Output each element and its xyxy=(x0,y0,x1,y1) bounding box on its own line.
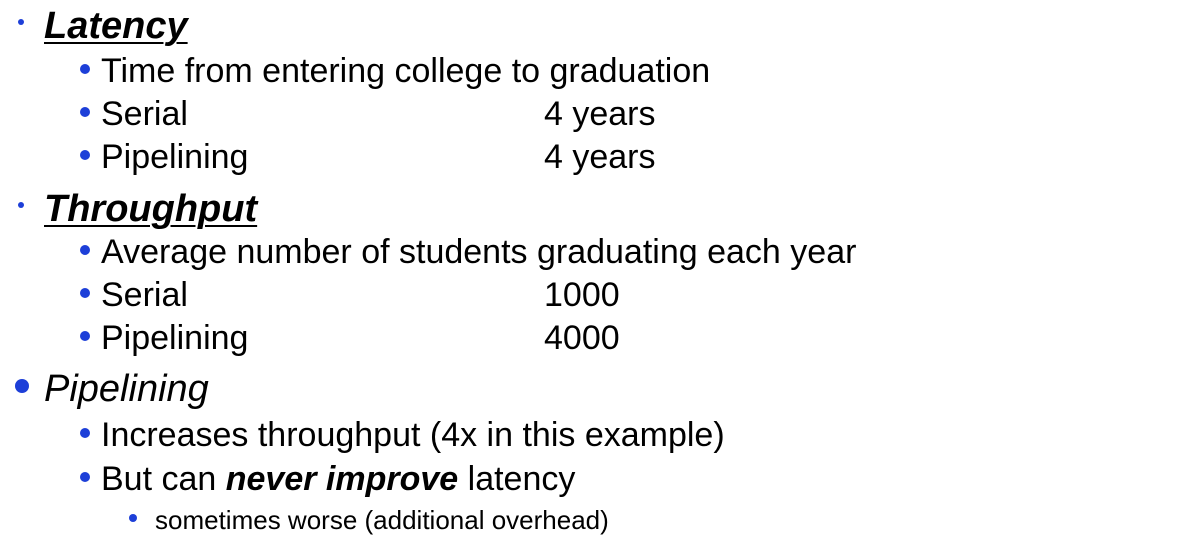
item-bullet xyxy=(80,64,90,74)
throughput-serial-label: Serial xyxy=(101,276,188,314)
heading-latency: Latency xyxy=(44,5,188,47)
pipelining-latency-suffix: latency xyxy=(458,460,576,498)
heading-bullet-latency xyxy=(18,19,24,25)
throughput-serial-value: 1000 xyxy=(544,276,620,314)
item-bullet xyxy=(80,107,90,117)
heading-bullet-pipelining xyxy=(15,379,29,393)
item-bullet xyxy=(80,472,90,482)
throughput-pipelining-label: Pipelining xyxy=(101,319,249,357)
item-bullet xyxy=(80,288,90,298)
latency-serial-value: 4 years xyxy=(544,95,656,133)
throughput-pipelining-value: 4000 xyxy=(544,319,620,357)
latency-definition: Time from entering college to graduation xyxy=(101,52,711,90)
pipelining-latency-emphasis: never improve xyxy=(225,460,459,498)
pipelining-latency-prefix: But can xyxy=(101,460,226,498)
latency-pipelining-value: 4 years xyxy=(544,138,656,176)
heading-bullet-throughput xyxy=(18,202,24,208)
sub-item-bullet xyxy=(129,514,137,522)
latency-pipelining-label: Pipelining xyxy=(101,138,249,176)
latency-serial-label: Serial xyxy=(101,95,188,133)
heading-pipelining: Pipelining xyxy=(44,368,209,410)
pipelining-throughput-item: Increases throughput (4x in this example… xyxy=(101,416,725,454)
item-bullet xyxy=(80,428,90,438)
item-bullet xyxy=(80,331,90,341)
throughput-definition: Average number of students graduating ea… xyxy=(101,233,857,271)
pipelining-overhead-note: sometimes worse (additional overhead) xyxy=(155,505,609,535)
pipelining-latency-item: But can never improve latency xyxy=(101,460,575,499)
item-bullet xyxy=(80,245,90,255)
item-bullet xyxy=(80,150,90,160)
heading-throughput: Throughput xyxy=(44,188,258,230)
